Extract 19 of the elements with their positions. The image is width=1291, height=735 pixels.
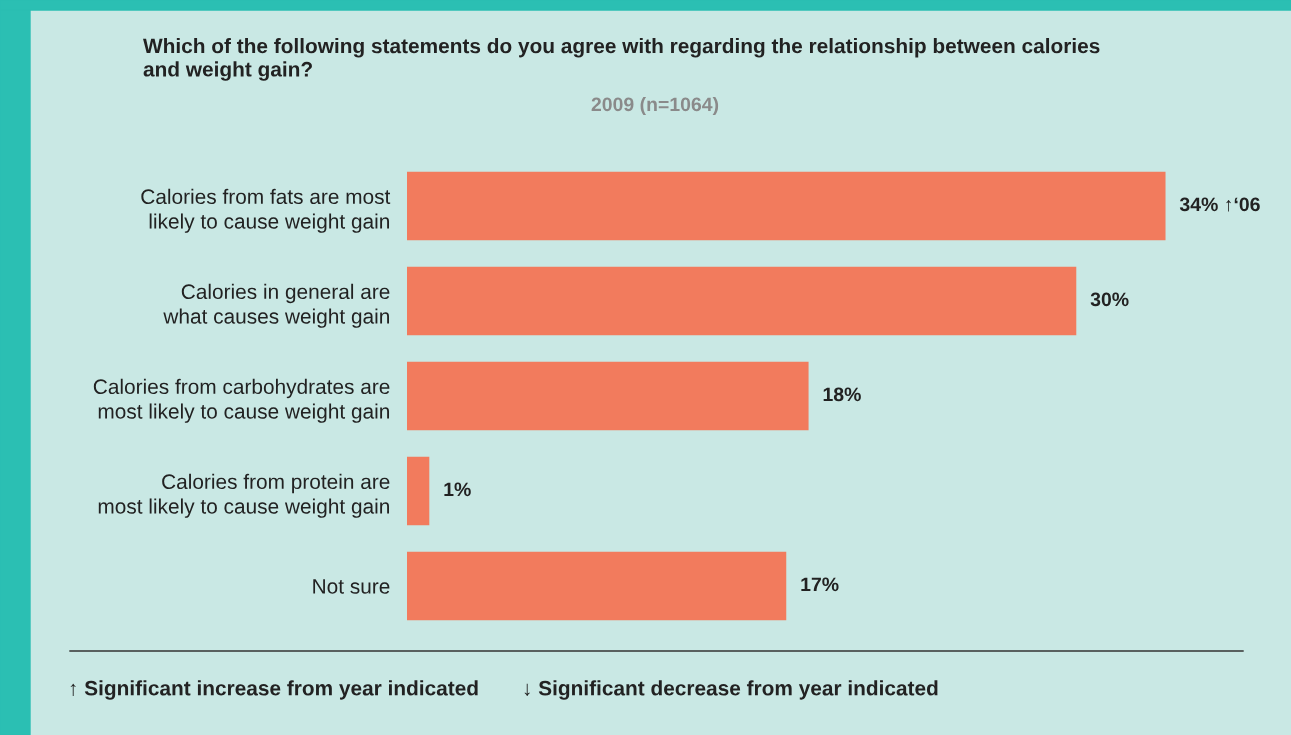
bar bbox=[407, 456, 430, 526]
data-label: 1% bbox=[444, 482, 471, 497]
y-tick-label: Not sure bbox=[313, 579, 390, 594]
bar bbox=[407, 171, 1166, 241]
data-label: 18% bbox=[823, 387, 861, 402]
bar bbox=[407, 266, 1077, 336]
chart-title: Which of the following statements do you agree with regarding the relationship between calories and weight gain? bbox=[143, 38, 1100, 81]
y-tick-label: Calories in general are what causes weight gain bbox=[163, 283, 390, 328]
text: ↓ Significant decrease from year indicated bbox=[524, 680, 938, 700]
text: ↑ Significant increase from year indicated bbox=[70, 680, 478, 700]
chart-subtitle: 2009 (n=1064) bbox=[591, 96, 719, 116]
y-tick-label: Calories from protein are most likely to cause weight gain bbox=[98, 473, 390, 518]
data-label: 34% ↑‘06 bbox=[1179, 197, 1260, 212]
y-tick-label: Calories from carbohydrates are most likely to cause weight gain bbox=[93, 378, 390, 423]
data-label: 17% bbox=[801, 577, 839, 592]
y-tick-label: Calories from fats are most likely to cause weight gain bbox=[141, 188, 391, 233]
data-label: 30% bbox=[1090, 292, 1129, 307]
bar bbox=[407, 551, 787, 621]
bar bbox=[407, 361, 809, 431]
